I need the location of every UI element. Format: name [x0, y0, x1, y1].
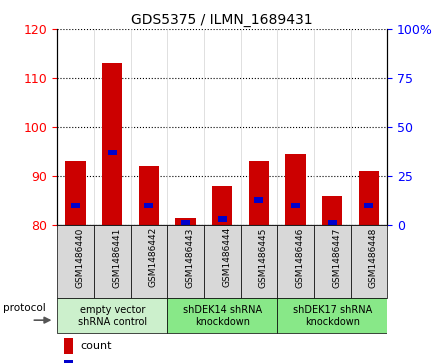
FancyBboxPatch shape — [94, 225, 131, 298]
FancyBboxPatch shape — [167, 225, 204, 298]
Bar — [139, 166, 159, 225]
Bar — [322, 196, 342, 225]
Bar — [218, 216, 227, 222]
FancyBboxPatch shape — [277, 225, 314, 298]
Bar — [291, 203, 300, 208]
Bar — [66, 161, 86, 225]
FancyBboxPatch shape — [314, 225, 351, 298]
Bar — [181, 220, 190, 226]
FancyBboxPatch shape — [167, 298, 277, 333]
Text: GSM1486445: GSM1486445 — [259, 227, 268, 287]
Bar — [102, 63, 122, 225]
Bar — [144, 203, 154, 208]
FancyBboxPatch shape — [57, 225, 94, 298]
Text: count: count — [81, 341, 112, 351]
Text: GSM1486446: GSM1486446 — [296, 227, 304, 287]
FancyBboxPatch shape — [204, 225, 241, 298]
FancyBboxPatch shape — [57, 298, 167, 333]
Bar — [64, 338, 73, 354]
Title: GDS5375 / ILMN_1689431: GDS5375 / ILMN_1689431 — [132, 13, 313, 26]
FancyBboxPatch shape — [241, 225, 277, 298]
Bar — [108, 150, 117, 155]
Text: shDEK14 shRNA
knockdown: shDEK14 shRNA knockdown — [183, 305, 262, 327]
Bar — [64, 360, 73, 363]
Text: GSM1486448: GSM1486448 — [369, 227, 378, 287]
Text: GSM1486441: GSM1486441 — [112, 227, 121, 287]
Text: GSM1486447: GSM1486447 — [332, 227, 341, 287]
Bar — [359, 171, 379, 225]
Bar — [71, 203, 80, 208]
FancyBboxPatch shape — [277, 298, 387, 333]
Bar — [254, 197, 264, 203]
Text: protocol: protocol — [3, 303, 46, 313]
Text: empty vector
shRNA control: empty vector shRNA control — [77, 305, 147, 327]
FancyBboxPatch shape — [131, 225, 167, 298]
Bar — [249, 161, 269, 225]
Bar — [176, 218, 196, 225]
Bar — [364, 203, 374, 208]
Text: shDEK17 shRNA
knockdown: shDEK17 shRNA knockdown — [293, 305, 372, 327]
FancyBboxPatch shape — [351, 225, 387, 298]
Bar — [286, 154, 306, 225]
Bar — [328, 220, 337, 226]
Text: GSM1486443: GSM1486443 — [186, 227, 194, 287]
Text: GSM1486444: GSM1486444 — [222, 227, 231, 287]
Text: GSM1486440: GSM1486440 — [76, 227, 84, 287]
Text: GSM1486442: GSM1486442 — [149, 227, 158, 287]
Bar — [212, 186, 232, 225]
